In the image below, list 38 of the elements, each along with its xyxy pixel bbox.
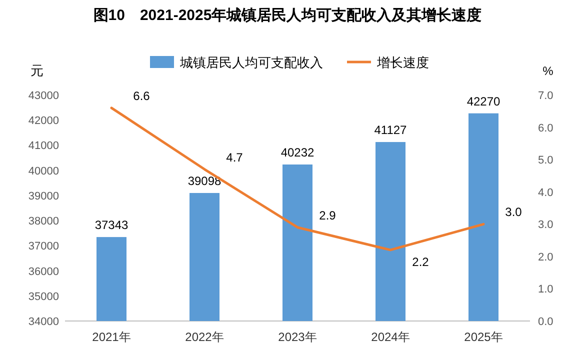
chart-title: 图10 2021-2025年城镇居民人均可支配收入及其增长速度: [93, 6, 482, 24]
data-label: 3.0: [505, 205, 522, 220]
data-label: 40232: [280, 146, 315, 160]
y-tick-label: 37000: [28, 240, 59, 253]
legend-label: 增长速度: [376, 55, 429, 70]
y2-tick-label: 5.0: [538, 154, 554, 167]
data-label: 37343: [94, 218, 129, 232]
y2-tick-label: 6.0: [538, 122, 554, 134]
legend-label: 城镇居民人均可支配收入: [179, 55, 323, 70]
x-tick-label: 2023年: [278, 330, 317, 344]
y2-tick-label: 1.0: [538, 284, 554, 296]
data-label: 2.2: [412, 254, 430, 269]
data-label: 6.6: [133, 88, 150, 103]
y-tick-label: 42000: [28, 115, 59, 128]
data-label: 39098: [188, 174, 222, 188]
data-label: 42270: [466, 94, 501, 108]
y2-tick-label: 0.0: [538, 316, 554, 328]
x-tick-label: 2022年: [185, 330, 224, 344]
data-label: 4.7: [226, 150, 244, 164]
y2-tick-label: 2.0: [538, 251, 554, 264]
y2-axis-title: %: [542, 64, 554, 78]
y-tick-label: 35000: [28, 290, 59, 303]
y-axis-title: 元: [30, 63, 44, 78]
y-tick-label: 36000: [28, 266, 59, 278]
x-tick-label: 2025年: [464, 330, 503, 344]
x-tick-label: 2021年: [92, 330, 131, 344]
data-label: 2.9: [319, 208, 336, 222]
y-tick-label: 43000: [28, 90, 59, 102]
data-label: 41127: [374, 123, 408, 138]
y2-tick-label: 3.0: [538, 219, 554, 232]
x-tick-label: 2024年: [371, 330, 410, 344]
y-tick-label: 41000: [28, 140, 59, 152]
y-tick-label: 34000: [28, 316, 59, 328]
y-tick-label: 39000: [28, 190, 59, 202]
y-tick-label: 38000: [28, 216, 59, 228]
y-tick-label: 40000: [28, 165, 59, 178]
y2-tick-label: 7.0: [538, 90, 554, 102]
y2-tick-label: 4.0: [538, 186, 554, 199]
